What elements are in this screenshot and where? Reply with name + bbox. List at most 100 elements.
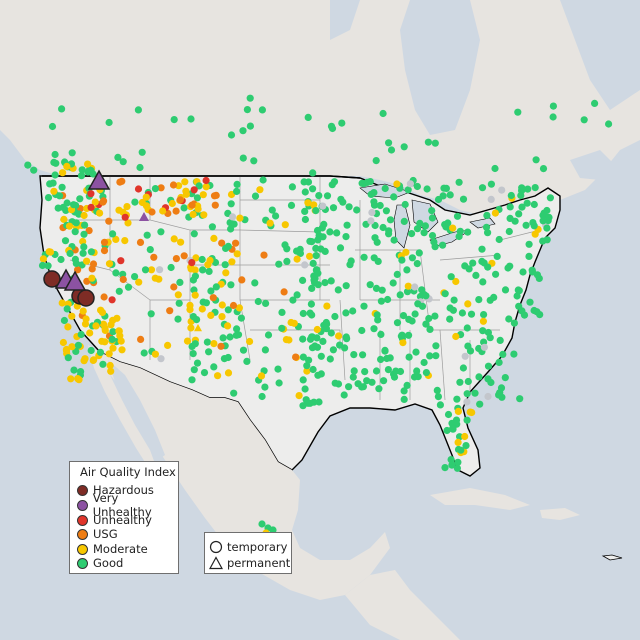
station-marker (188, 201, 196, 209)
station-marker (306, 237, 314, 245)
station-marker (399, 339, 407, 347)
station-marker (119, 270, 127, 278)
station-marker (256, 186, 264, 194)
station-marker (331, 379, 339, 387)
station-marker (212, 191, 220, 199)
station-marker (169, 181, 178, 189)
station-marker (464, 377, 472, 386)
station-marker (453, 395, 461, 403)
station-marker (379, 109, 387, 118)
station-marker (80, 230, 88, 238)
station-marker (140, 349, 148, 357)
station-marker (275, 379, 283, 387)
station-marker (311, 342, 319, 350)
legend-label: Hazardous (93, 483, 154, 497)
station-marker (314, 281, 322, 289)
station-marker (136, 163, 144, 172)
station-marker (487, 378, 495, 387)
station-marker (193, 316, 201, 324)
station-marker (396, 291, 404, 299)
station-marker (96, 348, 105, 356)
station-marker (189, 276, 197, 284)
station-marker (198, 305, 206, 313)
station-marker (299, 276, 307, 284)
station-marker (454, 458, 462, 466)
station-marker (300, 178, 308, 186)
legend-item-hazardous: Hazardous (77, 483, 154, 497)
usg-swatch (77, 528, 88, 540)
station-marker (400, 387, 408, 395)
station-marker (239, 154, 247, 162)
station-marker (151, 185, 159, 193)
station-marker (58, 299, 66, 307)
station-marker (107, 367, 115, 375)
station-marker (108, 296, 116, 304)
station-marker (342, 309, 350, 317)
station-marker (480, 311, 488, 319)
station-marker (281, 221, 289, 229)
station-marker (290, 319, 298, 327)
station-marker (476, 400, 484, 408)
station-marker (330, 178, 339, 186)
station-marker (393, 270, 401, 278)
station-marker (349, 373, 357, 381)
station-marker (87, 346, 95, 355)
station-marker (105, 118, 113, 127)
station-marker (138, 148, 146, 156)
station-marker (147, 310, 155, 318)
station-marker (91, 198, 99, 206)
station-marker (289, 296, 297, 304)
station-marker (434, 393, 442, 401)
station-marker (461, 352, 469, 360)
station-marker (468, 408, 476, 417)
station-marker (48, 122, 57, 131)
station-marker (390, 193, 398, 201)
station-marker (426, 352, 434, 360)
station-marker (359, 351, 367, 359)
station-marker (84, 160, 92, 168)
station-marker (118, 346, 126, 354)
station-marker (310, 201, 318, 209)
station-marker (221, 261, 229, 269)
station-marker (97, 306, 105, 314)
station-marker (370, 189, 378, 197)
station-marker (250, 157, 258, 165)
station-marker (539, 165, 548, 173)
station-marker (230, 389, 238, 397)
station-marker (518, 184, 526, 192)
station-marker (172, 207, 180, 215)
station-marker (549, 102, 558, 110)
station-marker (59, 338, 67, 347)
station-marker (413, 182, 421, 191)
station-marker (227, 225, 235, 233)
legend-label: USG (93, 527, 118, 541)
station-marker (433, 386, 441, 394)
station-marker (491, 209, 499, 217)
station-marker (315, 192, 323, 200)
station-marker (513, 292, 521, 300)
station-marker (390, 373, 399, 381)
station-marker (156, 266, 164, 274)
station-marker (187, 324, 195, 332)
station-marker (301, 188, 309, 196)
station-marker (170, 235, 178, 243)
station-marker (24, 161, 32, 169)
station-marker (168, 199, 176, 208)
station-marker (79, 307, 87, 315)
station-marker (399, 312, 408, 320)
station-marker (190, 366, 198, 374)
station-marker (446, 304, 454, 312)
station-marker (62, 347, 71, 355)
station-marker (261, 346, 269, 354)
station-marker (464, 228, 472, 236)
station-marker (295, 392, 303, 400)
station-marker (205, 267, 213, 275)
station-marker (262, 299, 270, 307)
station-marker (236, 214, 244, 222)
station-marker (525, 240, 533, 248)
station-marker (114, 153, 122, 161)
station-marker (461, 262, 469, 270)
station-marker (80, 211, 88, 220)
station-marker (167, 263, 175, 272)
